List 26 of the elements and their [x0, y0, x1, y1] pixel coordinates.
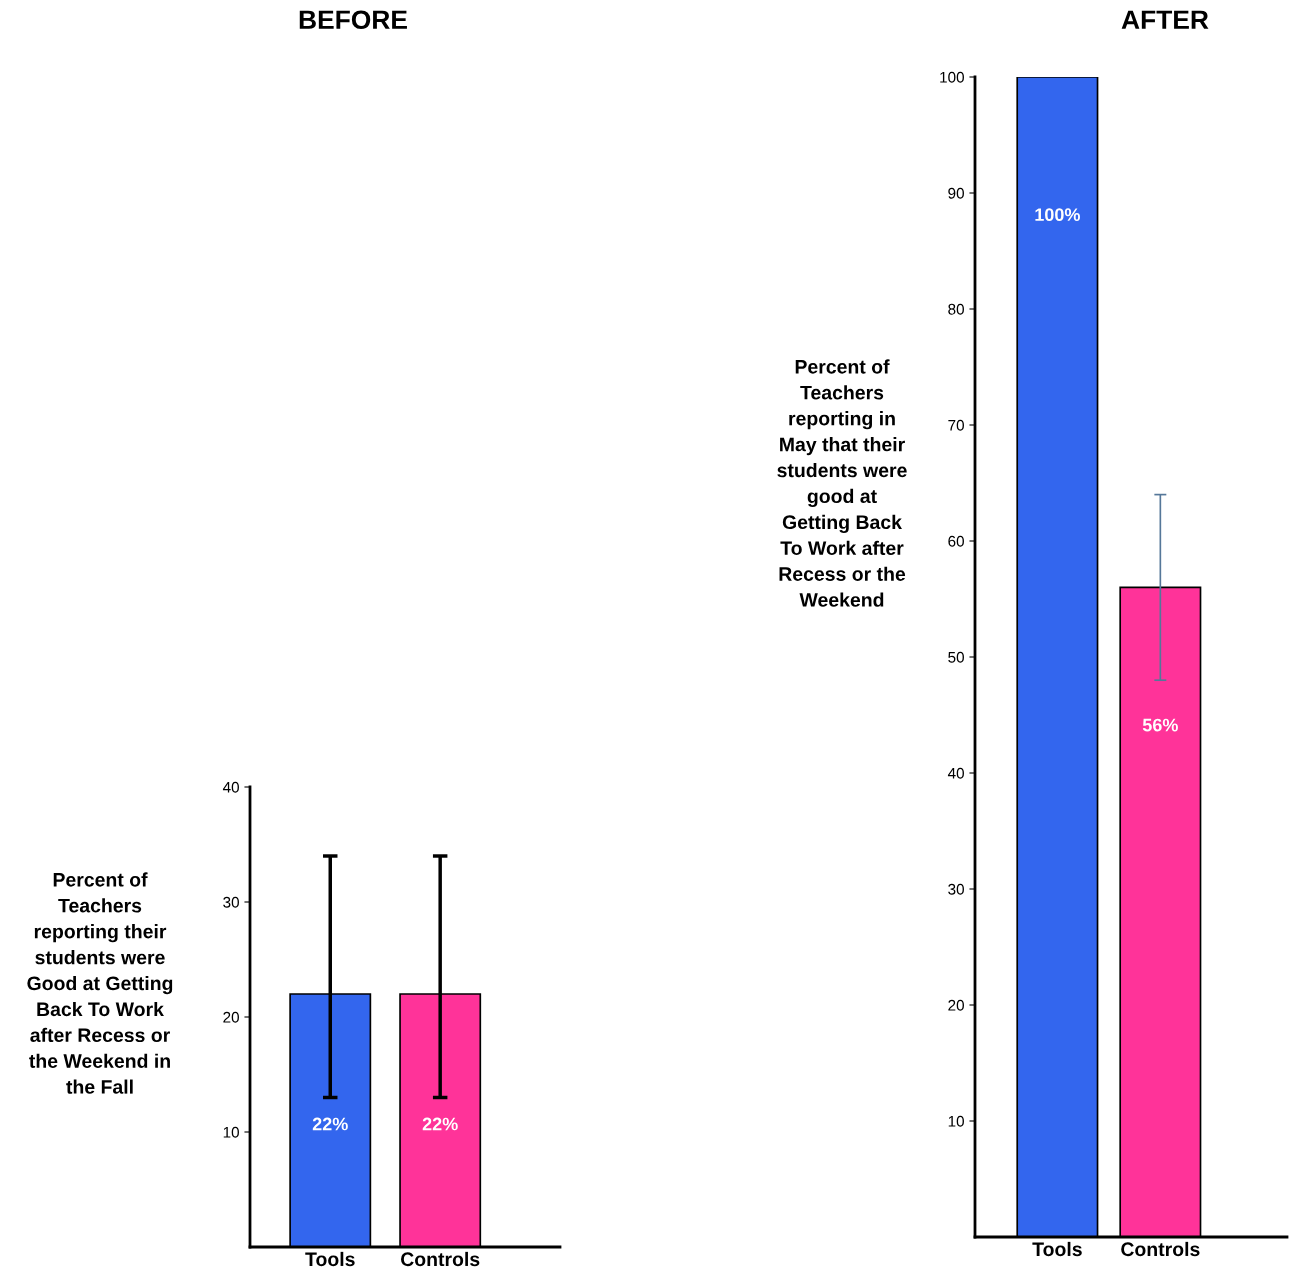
chart-title: BEFORE [299, 10, 407, 30]
y-tick-label: 40 [947, 767, 964, 779]
y-tick-label: 10 [948, 1115, 964, 1127]
y-tick-label: 40 [222, 781, 239, 793]
y-tick-label: 90 [948, 187, 964, 199]
x-tick-label: Controls [1121, 1241, 1200, 1257]
data-label: 100% [1035, 208, 1080, 222]
y-tick-label: 70 [948, 419, 964, 431]
data-label: 22% [312, 1117, 348, 1131]
y-tick-label: 20 [223, 1011, 239, 1023]
x-tick-label: Tools [305, 1251, 355, 1267]
y-tick-label: 50 [948, 651, 964, 663]
y-tick-label: 30 [948, 883, 964, 895]
y-tick-label: 30 [223, 896, 239, 908]
y-tick-label: 10 [223, 1126, 239, 1138]
y-tick-label: 60 [948, 535, 964, 547]
y-tick-label: 80 [948, 303, 964, 315]
y-tick-label: 20 [948, 999, 964, 1011]
y-tick-label: 100 [940, 71, 964, 83]
text: Percent of Teachers reporting their students were Good at Getting Back To Work after Recess or the Weekend in the Fall [27, 872, 173, 1094]
chart-title: AFTER [1121, 10, 1209, 29]
data-label: 22% [422, 1117, 458, 1131]
data-label: 56% [1142, 718, 1178, 732]
x-tick-label: Tools [1032, 1241, 1082, 1257]
x-tick-label: Controls [401, 1251, 480, 1267]
text: Percent of Teachers reporting in May that their students were good at Getting Back To Work after Recess or the Weekend [777, 359, 907, 607]
